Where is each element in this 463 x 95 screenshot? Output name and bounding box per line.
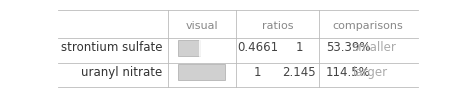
- Text: 1: 1: [253, 66, 261, 79]
- Text: strontium sulfate: strontium sulfate: [61, 42, 162, 54]
- Text: larger: larger: [352, 66, 387, 79]
- Text: 1: 1: [294, 42, 302, 54]
- Text: 0.4661: 0.4661: [237, 42, 277, 54]
- Text: 2.145: 2.145: [282, 66, 315, 79]
- Text: uranyl nitrate: uranyl nitrate: [81, 66, 162, 79]
- Bar: [178, 40, 200, 56]
- Text: visual: visual: [185, 21, 218, 31]
- Bar: [178, 64, 225, 80]
- Text: 114.5%: 114.5%: [325, 66, 370, 79]
- Text: 53.39%: 53.39%: [325, 42, 369, 54]
- Text: smaller: smaller: [352, 42, 395, 54]
- Text: comparisons: comparisons: [332, 21, 403, 31]
- Text: ratios: ratios: [261, 21, 293, 31]
